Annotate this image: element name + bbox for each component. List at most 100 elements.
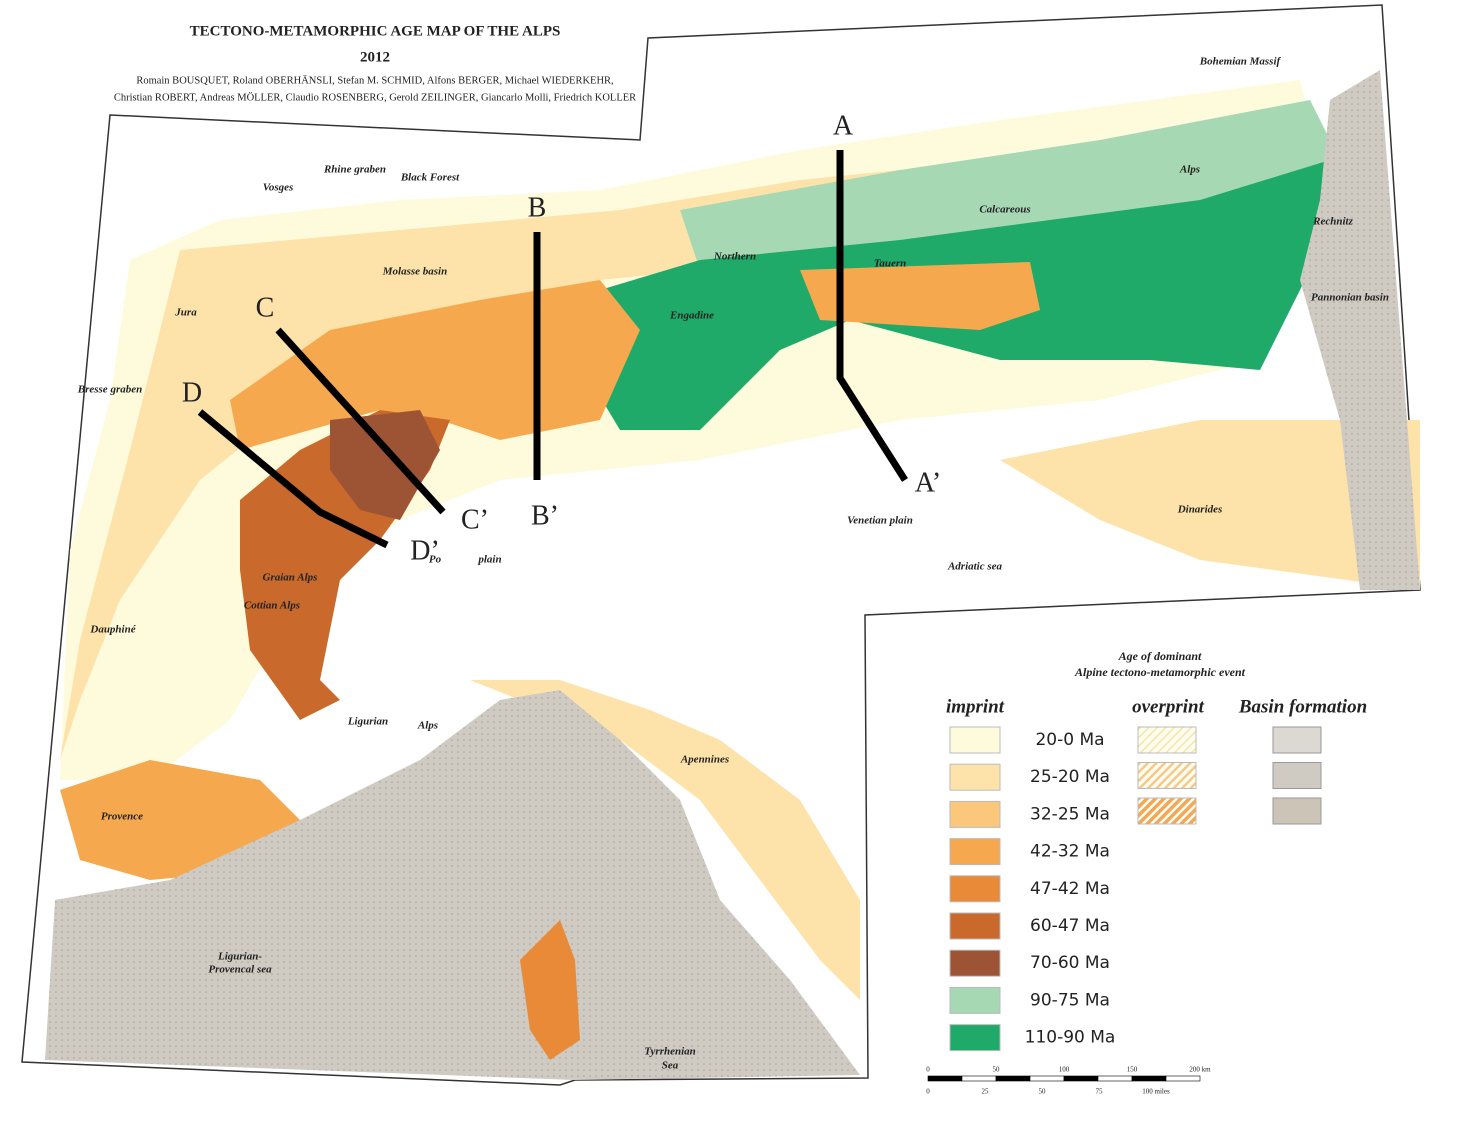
legend-swatch [1272,762,1322,789]
place-label: Molasse basin [382,266,448,278]
section-label: C [256,292,275,323]
scale-bar [1097,1075,1133,1082]
section-line [275,327,446,515]
section-label: D [182,377,202,408]
place-label: Sea [662,1060,679,1072]
scale-bar [927,1075,963,1082]
place-label: Tyrrhenian [644,1046,696,1058]
scale-bar [1165,1075,1201,1082]
legend-swatch [949,838,1001,866]
legend-label: 20-0 Ma [1035,730,1104,750]
legend-swatch [1272,797,1322,825]
zone-42-32 [800,262,1040,330]
place-label: Vosges [263,182,294,194]
legend-swatch [1137,797,1197,825]
scale-label: 0 [926,1088,930,1096]
section-label: D’ [410,535,440,566]
legend-label: 60-47 Ma [1030,916,1110,936]
legend-label: 47-42 Ma [1030,879,1110,899]
legend-title: Age of dominant [1118,649,1202,663]
legend-label: 110-90 Ma [1025,1028,1116,1048]
zone-25-20 [470,680,860,1000]
legend-heading: imprint [946,696,1005,717]
scale-bar [1029,1075,1065,1082]
place-label: Cottian Alps [244,600,300,612]
legend-label: 90-75 Ma [1030,990,1110,1010]
place-label: Tauern [874,258,907,270]
zone-25-20 [60,100,1310,760]
section-label: C’ [461,504,489,535]
section-label: B [528,192,547,223]
authors: Christian ROBERT, Andreas MÖLLER, Claudi… [114,91,636,103]
zone-25-20 [1000,420,1420,590]
scale-label: 200 km [1189,1066,1211,1074]
legend-swatch [1272,726,1322,754]
zone-47-42 [520,920,580,1060]
place-label: Ligurian [347,716,388,728]
scale-bar [1063,1075,1099,1082]
section-line [836,150,908,482]
legend-label: 70-60 Ma [1030,953,1110,973]
pannonian-basin [1300,70,1420,590]
place-label: Graian Alps [263,572,318,584]
legend-swatch [949,800,1001,828]
section-line [197,409,389,549]
section-label: B’ [531,500,559,531]
legend-title: Alpine tectono-metamorphic event [1074,665,1246,679]
section-label: A [833,110,854,141]
place-label: Dinarides [1177,504,1223,516]
place-label: Engadine [669,310,714,322]
place-label: Pannonian basin [1311,292,1389,304]
legend-swatch [949,1024,1001,1052]
place-label: Provencal sea [208,964,272,976]
place-label: Alps [1179,164,1200,176]
place-label: Rhine graben [323,164,386,176]
legend-swatch [1137,762,1197,789]
place-label: Adriatic sea [947,561,1003,573]
authors: Romain BOUSQUET, Roland OBERHÄNSLI, Stef… [136,74,613,86]
place-label: plain [477,554,501,566]
scale-label: 50 [993,1066,1001,1074]
scale-bar [1131,1075,1167,1082]
place-label: Black Forest [400,172,460,184]
legend-swatch [1137,726,1197,754]
scale-label: 25 [982,1088,990,1096]
scale-label: 75 [1096,1088,1104,1096]
legend-heading: Basin formation [1238,696,1367,717]
legend-label: 42-32 Ma [1030,842,1110,862]
place-label: Po [429,554,442,566]
legend-label: 25-20 Ma [1030,767,1110,787]
year: 2012 [360,49,390,65]
scale-label: 0 [926,1066,930,1074]
place-label: Jura [174,307,197,319]
legend-swatch [949,726,1001,754]
place-label: Alps [417,720,438,732]
place-label: Dauphiné [89,624,136,636]
place-label: Apennines [680,754,729,766]
scale-label: 50 [1039,1088,1047,1096]
place-label: Calcareous [979,204,1030,216]
title: TECTONO-METAMORPHIC AGE MAP OF THE ALPS [190,23,561,39]
scale-label: 150 [1127,1066,1138,1074]
legend-swatch [949,763,1001,791]
legend-swatch [949,875,1001,903]
section-label: A’ [915,467,941,498]
scale-label: 100 [1059,1066,1070,1074]
place-label: Bresse graben [77,384,142,396]
scale-bar [961,1075,997,1082]
zone-70-60 [330,410,440,520]
place-label: Ligurian- [217,951,262,963]
legend-swatch [949,949,1001,977]
legend-label: 32-25 Ma [1030,804,1110,824]
sea [45,690,860,1080]
place-label: Rechnitz [1312,216,1353,228]
place-label: Venetian plain [847,515,913,527]
place-label: Bohemian Massif [1199,56,1282,68]
place-label: Northern [713,251,756,263]
scale-bar [995,1075,1031,1082]
legend-heading: overprint [1132,696,1205,717]
legend-swatch [949,986,1001,1014]
scale-label: 100 miles [1142,1088,1170,1096]
legend-swatch [949,912,1001,940]
